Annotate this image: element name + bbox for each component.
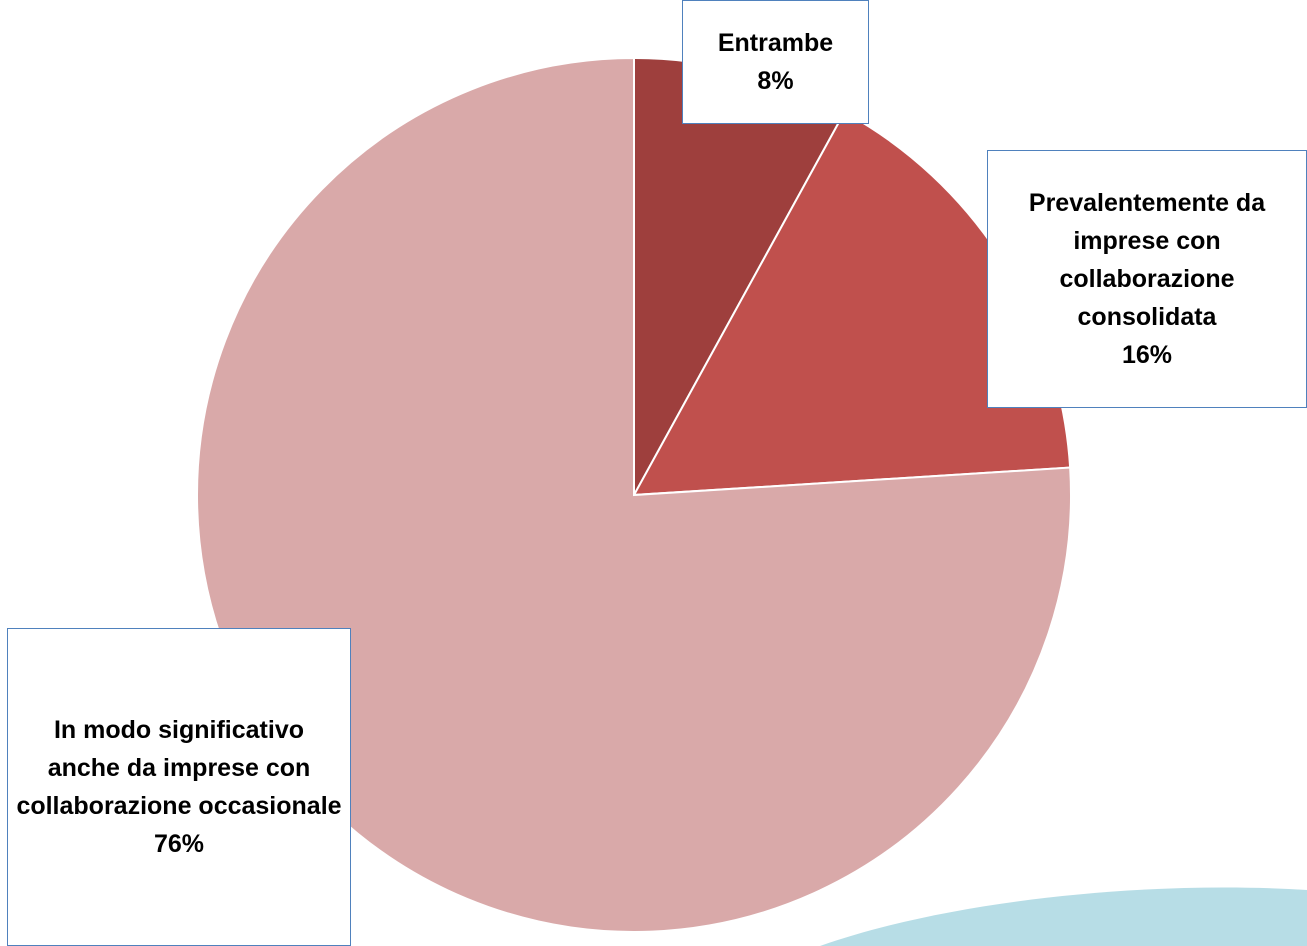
category-label: Prevalentemente da imprese con collabora…	[1028, 189, 1266, 331]
category-label: In modo significativo anche da imprese c…	[16, 716, 342, 820]
data-label-box: Prevalentemente da imprese con collabora…	[987, 150, 1307, 408]
value-label: 76%	[153, 830, 205, 858]
value-label: 8%	[757, 67, 794, 95]
value-label: 16%	[1121, 341, 1173, 369]
category-label: Entrambe	[717, 29, 834, 57]
pie	[196, 56, 1072, 933]
decoration	[820, 887, 1307, 946]
data-label-box: Entrambe 8%	[682, 0, 869, 124]
data-label-box: In modo significativo anche da imprese c…	[7, 628, 351, 946]
